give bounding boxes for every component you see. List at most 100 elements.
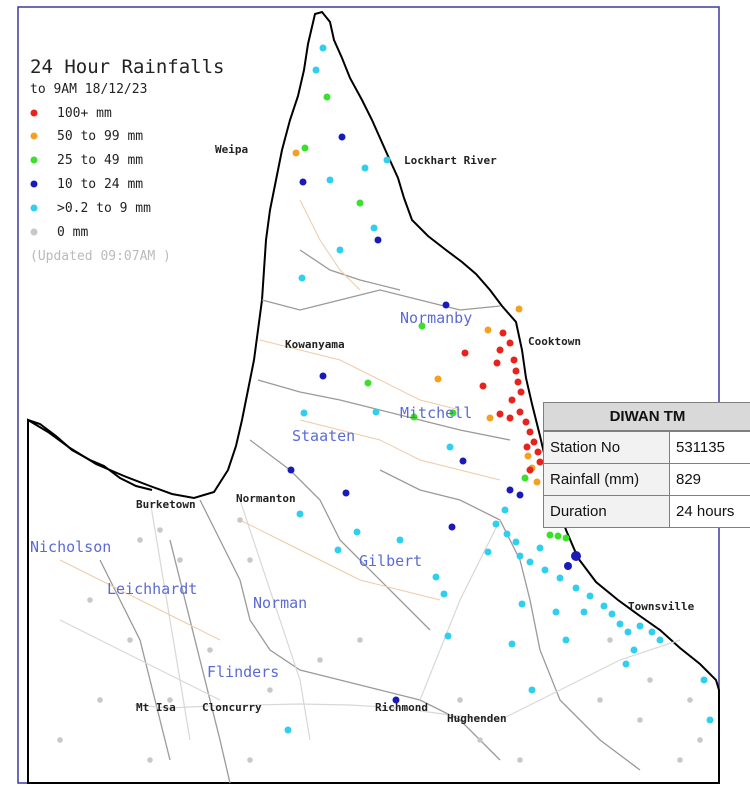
station-marker[interactable]	[361, 164, 369, 172]
station-marker[interactable]	[515, 305, 523, 313]
station-marker[interactable]	[687, 697, 693, 703]
station-marker[interactable]	[586, 592, 594, 600]
station-marker[interactable]	[637, 717, 643, 723]
station-marker[interactable]	[319, 44, 327, 52]
station-marker[interactable]	[522, 418, 530, 426]
station-marker[interactable]	[296, 510, 304, 518]
station-marker[interactable]	[530, 438, 538, 446]
station-marker[interactable]	[247, 757, 253, 763]
station-marker[interactable]	[457, 697, 463, 703]
station-marker[interactable]	[622, 660, 630, 668]
station-marker[interactable]	[484, 548, 492, 556]
station-marker[interactable]	[506, 414, 514, 422]
station-marker[interactable]	[706, 716, 714, 724]
station-marker[interactable]	[517, 388, 525, 396]
station-marker[interactable]	[508, 640, 516, 648]
station-marker[interactable]	[572, 584, 580, 592]
station-marker[interactable]	[479, 382, 487, 390]
station-marker[interactable]	[521, 474, 529, 482]
station-marker[interactable]	[492, 520, 500, 528]
station-marker[interactable]	[396, 536, 404, 544]
station-marker[interactable]	[459, 457, 467, 465]
station-marker[interactable]	[317, 657, 323, 663]
station-marker[interactable]	[526, 466, 534, 474]
station-marker[interactable]	[442, 301, 450, 309]
station-marker[interactable]	[677, 757, 683, 763]
station-marker[interactable]	[501, 506, 509, 514]
station-marker[interactable]	[536, 544, 544, 552]
station-marker[interactable]	[312, 66, 320, 74]
station-marker[interactable]	[440, 590, 448, 598]
station-marker[interactable]	[299, 178, 307, 186]
station-marker[interactable]	[301, 144, 309, 152]
station-marker[interactable]	[524, 452, 532, 460]
station-marker[interactable]	[357, 637, 363, 643]
station-marker[interactable]	[87, 597, 93, 603]
station-marker[interactable]	[512, 367, 520, 375]
station-marker[interactable]	[608, 610, 616, 618]
station-marker[interactable]	[137, 537, 143, 543]
station-marker[interactable]	[177, 557, 183, 563]
station-marker[interactable]	[600, 602, 608, 610]
station-marker[interactable]	[607, 637, 613, 643]
station-marker[interactable]	[319, 372, 327, 380]
station-marker[interactable]	[157, 527, 163, 533]
station-marker[interactable]	[517, 757, 523, 763]
station-marker[interactable]	[486, 414, 494, 422]
station-marker[interactable]	[616, 620, 624, 628]
station-marker[interactable]	[562, 534, 570, 542]
station-marker[interactable]	[434, 375, 442, 383]
station-marker[interactable]	[364, 379, 372, 387]
station-marker[interactable]	[656, 636, 664, 644]
station-marker[interactable]	[562, 636, 570, 644]
station-marker[interactable]	[334, 546, 342, 554]
station-marker[interactable]	[516, 491, 524, 499]
station-marker[interactable]	[554, 532, 562, 540]
station-marker[interactable]	[147, 757, 153, 763]
station-marker[interactable]	[461, 349, 469, 357]
station-marker[interactable]	[432, 573, 440, 581]
station-marker[interactable]	[374, 236, 382, 244]
station-marker[interactable]	[510, 356, 518, 364]
station-marker[interactable]	[624, 628, 632, 636]
station-marker[interactable]	[541, 566, 549, 574]
station-marker[interactable]	[338, 133, 346, 141]
station-marker[interactable]	[449, 409, 457, 417]
station-marker[interactable]	[392, 696, 400, 704]
station-marker[interactable]	[267, 687, 273, 693]
station-marker[interactable]	[597, 697, 603, 703]
station-marker[interactable]	[518, 600, 526, 608]
station-marker[interactable]	[372, 408, 380, 416]
station-marker[interactable]	[514, 378, 522, 386]
station-marker[interactable]	[284, 726, 292, 734]
station-marker[interactable]	[647, 677, 653, 683]
station-marker[interactable]	[326, 176, 334, 184]
station-marker[interactable]	[444, 632, 452, 640]
station-marker[interactable]	[536, 458, 544, 466]
station-marker[interactable]	[410, 413, 418, 421]
station-marker[interactable]	[247, 557, 253, 563]
station-marker[interactable]	[499, 329, 507, 337]
station-marker[interactable]	[493, 359, 501, 367]
station-marker[interactable]	[526, 558, 534, 566]
station-marker[interactable]	[342, 489, 350, 497]
rainfall-stations[interactable]	[57, 44, 714, 763]
station-marker[interactable]	[336, 246, 344, 254]
station-marker[interactable]	[648, 628, 656, 636]
station-marker[interactable]	[97, 697, 103, 703]
station-marker[interactable]	[528, 686, 536, 694]
station-marker[interactable]	[300, 409, 308, 417]
station-marker[interactable]	[636, 622, 644, 630]
station-marker[interactable]	[506, 486, 514, 494]
station-marker[interactable]	[516, 408, 524, 416]
station-marker[interactable]	[356, 199, 364, 207]
station-marker[interactable]	[503, 530, 511, 538]
station-marker[interactable]	[546, 531, 554, 539]
station-marker[interactable]	[298, 274, 306, 282]
station-marker[interactable]	[323, 93, 331, 101]
station-marker[interactable]	[353, 528, 361, 536]
station-marker[interactable]	[57, 737, 63, 743]
station-popup[interactable]: DIWAN TM Station No 531135 Rainfall (mm)…	[543, 402, 750, 528]
station-marker[interactable]	[167, 697, 173, 703]
